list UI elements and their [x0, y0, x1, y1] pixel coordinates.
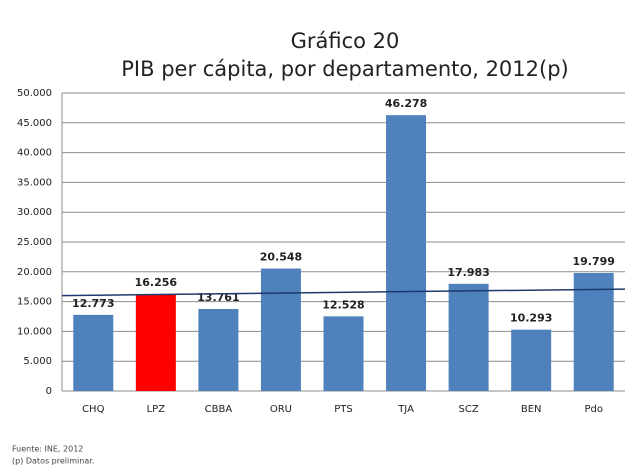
x-tick-label: ORU	[270, 404, 292, 415]
bar	[573, 272, 614, 391]
bar	[448, 283, 489, 391]
source-note: Fuente: INE, 2012	[12, 445, 83, 454]
value-label: 12.528	[322, 298, 364, 311]
x-tick-label: TJA	[397, 404, 414, 415]
value-label: 16.256	[135, 276, 178, 289]
bar	[386, 115, 427, 392]
trend-line	[61, 288, 626, 297]
x-tick-label: Pdo	[584, 404, 603, 415]
x-tick-label: BEN	[521, 404, 542, 415]
value-label: 12.773	[72, 297, 114, 310]
y-tick-label: 35.000	[17, 177, 52, 188]
x-tick-label: PTS	[334, 404, 353, 415]
y-tick-label: 25.000	[17, 237, 52, 248]
y-tick-label: 20.000	[17, 267, 52, 278]
bar	[73, 314, 114, 391]
preliminary-note: (p) Datos preliminar.	[12, 457, 94, 466]
x-tick-label: CHQ	[82, 404, 105, 415]
y-tick-label: 15.000	[17, 297, 52, 308]
chart-title: Gráfico 20	[291, 29, 400, 53]
bar	[323, 316, 364, 391]
bar	[511, 329, 552, 391]
x-tick-label: CBBA	[205, 404, 233, 415]
bar	[198, 308, 239, 391]
bar	[260, 268, 301, 391]
y-tick-label: 40.000	[17, 148, 52, 159]
y-tick-label: 10.000	[17, 326, 52, 337]
x-tick-label: SCZ	[459, 404, 479, 415]
y-tick-label: 0	[46, 386, 52, 397]
chart-subtitle: PIB per cápita, por departamento, 2012(p…	[121, 57, 568, 81]
value-label: 20.548	[260, 251, 302, 264]
value-label: 10.293	[510, 312, 552, 325]
y-tick-label: 45.000	[17, 118, 52, 129]
y-tick-label: 50.000	[17, 88, 52, 99]
x-tick-label: LPZ	[147, 404, 166, 415]
value-label: 19.799	[572, 255, 614, 268]
y-tick-label: 5.000	[23, 356, 52, 367]
value-label: 46.278	[385, 97, 427, 110]
bar	[135, 294, 176, 391]
y-tick-label: 30.000	[17, 207, 52, 218]
value-label: 17.983	[447, 266, 489, 279]
